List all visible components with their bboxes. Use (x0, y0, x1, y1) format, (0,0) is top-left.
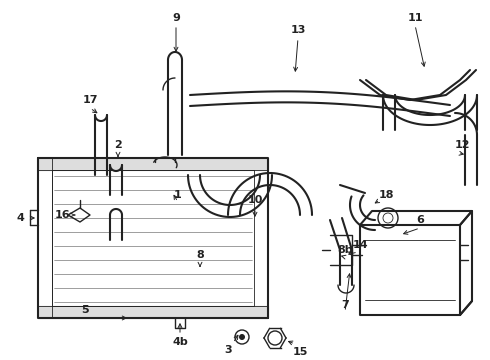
Text: 4: 4 (16, 213, 24, 223)
Text: 10: 10 (247, 195, 263, 205)
Text: 9: 9 (172, 13, 180, 23)
Text: 7: 7 (341, 300, 349, 310)
Text: 6: 6 (416, 215, 424, 225)
Text: 17: 17 (82, 95, 98, 105)
Text: 2: 2 (114, 140, 122, 150)
Text: 4b: 4b (172, 337, 188, 347)
Text: 14: 14 (352, 240, 368, 250)
Text: 13: 13 (290, 25, 306, 35)
Polygon shape (38, 306, 268, 318)
Text: 11: 11 (407, 13, 423, 23)
Text: 8: 8 (196, 250, 204, 260)
Text: 8b: 8b (337, 245, 353, 255)
Text: 1: 1 (174, 190, 182, 200)
Text: 15: 15 (293, 347, 308, 357)
Text: 16: 16 (54, 210, 70, 220)
Text: 18: 18 (378, 190, 394, 200)
Polygon shape (38, 158, 268, 170)
Circle shape (239, 334, 245, 340)
Text: 3: 3 (224, 345, 232, 355)
Text: 5: 5 (81, 305, 89, 315)
Text: 12: 12 (454, 140, 470, 150)
